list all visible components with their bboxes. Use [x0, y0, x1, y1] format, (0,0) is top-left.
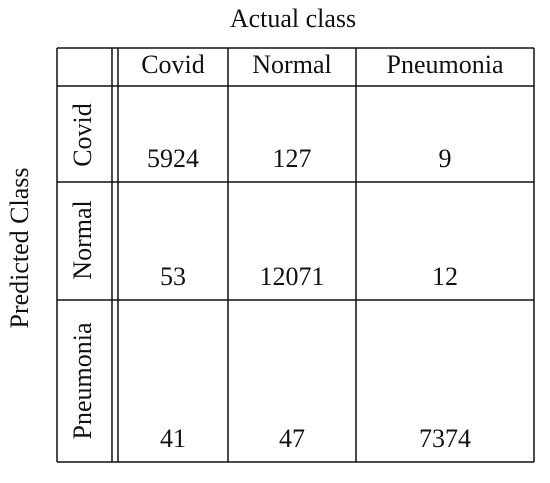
- cell-value: 12: [432, 262, 458, 291]
- column-header: Pneumonia: [387, 50, 504, 79]
- title: Actual class: [230, 4, 356, 33]
- cell-value: 5924: [147, 144, 199, 173]
- cell-value: 9: [439, 144, 452, 173]
- cell-value: 7374: [419, 424, 471, 453]
- cell-value: 47: [279, 424, 305, 453]
- cell-value: 127: [273, 144, 312, 173]
- column-header: Covid: [141, 50, 205, 79]
- column-header: Normal: [252, 50, 331, 79]
- row-label: Pneumonia: [68, 322, 97, 439]
- cell-value: 12071: [260, 262, 325, 291]
- row-label: Normal: [68, 200, 97, 279]
- row-label: Covid: [68, 103, 97, 167]
- cell-value: 41: [160, 424, 186, 453]
- cell-value: 53: [160, 262, 186, 291]
- table-lines: [56, 47, 535, 463]
- y-label: Predicted Class: [5, 167, 34, 328]
